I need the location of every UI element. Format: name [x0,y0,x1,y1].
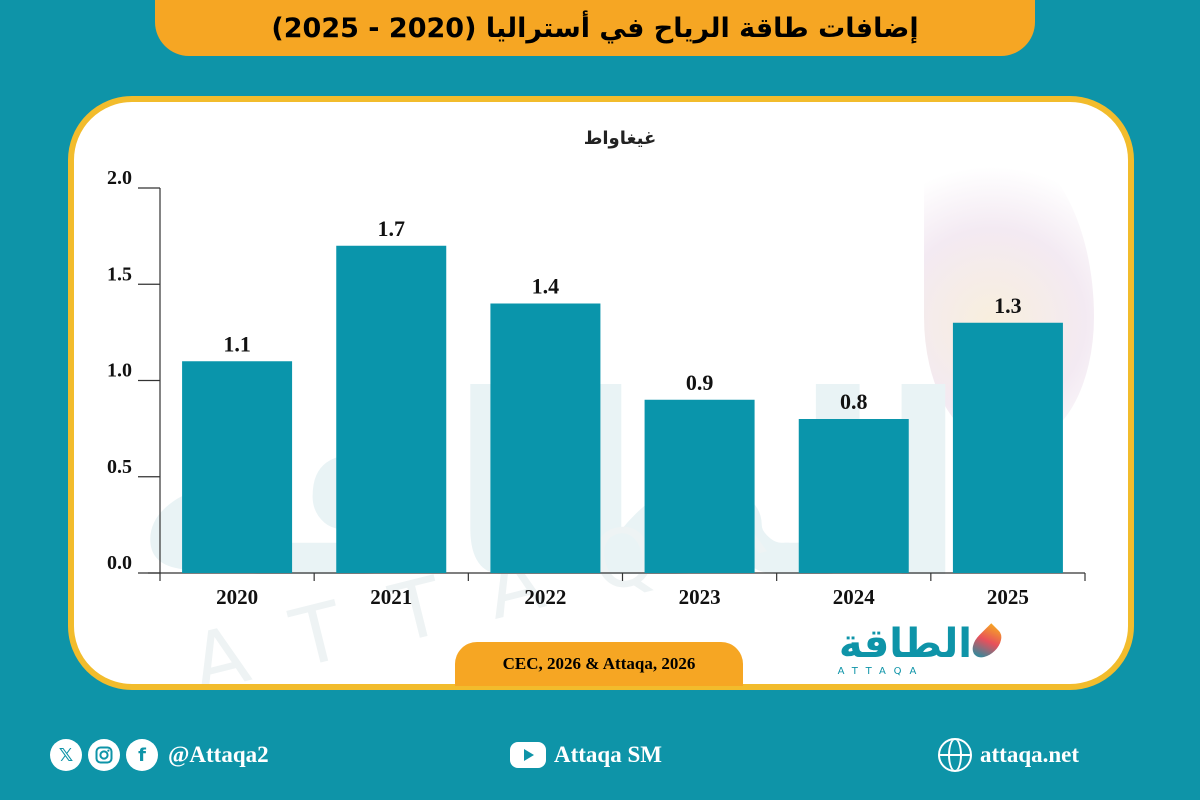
youtube-channel: Attaqa SM [554,742,662,767]
title-banner: إضافات طاقة الرياح في أستراليا (2020 - 2… [155,0,1035,56]
y-tick-label: 2.0 [107,167,132,189]
facebook-icon[interactable]: f [126,739,158,771]
source-pill: CEC, 2026 & Attaqa, 2026 [455,642,743,686]
youtube-icon [510,742,546,768]
y-axis-unit-label: غيغاواط [583,128,657,149]
data-label: 1.4 [532,274,560,299]
bar-2022 [490,303,601,573]
y-tick-label: 0.0 [107,552,132,574]
youtube-link[interactable]: Attaqa SM [510,737,662,773]
logo-latin-text: ATTAQA [837,666,925,677]
bar-2021 [336,245,447,573]
x-tick-label: 2023 [679,585,721,609]
x-tick-label: 2022 [524,585,566,609]
x-tick-label: 2024 [833,585,876,609]
data-label: 0.8 [840,389,868,414]
instagram-icon[interactable] [88,739,120,771]
chart-title: إضافات طاقة الرياح في أستراليا (2020 - 2… [271,12,919,44]
data-label: 1.3 [994,293,1022,318]
x-tick-label: 2021 [370,585,412,609]
attaqa-logo: الطاقة ATTAQA [806,620,1007,684]
social-links: 𝕏 f @Attaqa2 [50,737,269,773]
source-text: CEC, 2026 & Attaqa, 2026 [502,654,696,673]
x-icon[interactable]: 𝕏 [50,739,82,771]
website-link[interactable]: attaqa.net [938,737,1079,773]
bar-2020 [182,361,293,573]
data-label: 0.9 [686,370,714,395]
bar-2025 [952,322,1063,573]
logo-arabic-text: الطاقة [838,621,972,667]
social-handle[interactable]: @Attaqa2 [168,742,269,767]
data-label: 1.7 [378,216,406,241]
x-tick-label: 2025 [987,585,1029,609]
x-tick-label: 2020 [216,585,258,609]
y-tick-label: 1.5 [107,263,132,285]
data-label: 1.1 [223,331,251,356]
bar-2023 [644,399,755,573]
website-text: attaqa.net [980,742,1080,767]
globe-icon [938,738,972,772]
bar-2024 [798,419,909,573]
y-tick-label: 0.5 [107,456,132,478]
y-tick-label: 1.0 [107,360,132,382]
